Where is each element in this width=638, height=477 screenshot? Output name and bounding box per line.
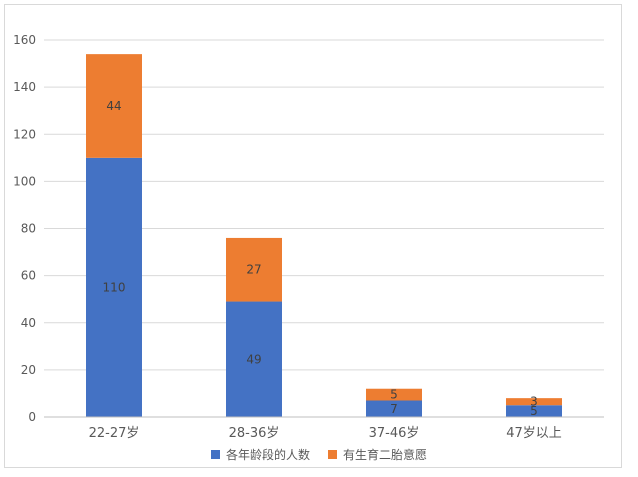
legend-swatch-series-2 — [328, 450, 337, 459]
y-tick-label-60: 60 — [21, 269, 36, 283]
bar-series-1-4 — [506, 405, 562, 417]
legend-item-series-2: 有生育二胎意愿 — [328, 446, 427, 463]
legend: 各年龄段的人数 有生育二胎意愿 — [0, 446, 638, 463]
legend-item-series-1: 各年龄段的人数 — [210, 446, 310, 463]
x-tick-label-1: 22-27岁 — [89, 426, 140, 441]
y-tick-label-40: 40 — [21, 316, 36, 330]
bar-series-1-1 — [86, 157, 142, 417]
data-label-series-1-2: 49 — [246, 352, 261, 366]
legend-label-series-1: 各年龄段的人数 — [225, 448, 310, 462]
x-tick-label-2: 28-36岁 — [229, 426, 280, 441]
y-tick-label-100: 100 — [13, 174, 36, 188]
bar-series-2-4 — [506, 398, 562, 406]
y-tick-label-20: 20 — [21, 363, 36, 377]
data-label-series-1-3: 7 — [390, 402, 398, 416]
x-tick-label-4: 47岁以上 — [506, 426, 562, 441]
y-tick-label-160: 160 — [13, 33, 36, 47]
bar-series-1-2 — [226, 301, 282, 417]
data-label-series-2-4: 3 — [530, 395, 538, 409]
y-tick-label-140: 140 — [13, 80, 36, 94]
data-label-series-1-4: 5 — [530, 404, 538, 418]
data-label-series-2-3: 5 — [390, 388, 398, 402]
data-label-series-1-1: 110 — [103, 280, 126, 294]
legend-swatch-series-1 — [210, 450, 220, 459]
bar-series-1-3 — [366, 400, 422, 417]
data-label-series-2-2: 27 — [246, 263, 261, 277]
x-tick-label-3: 37-46岁 — [369, 426, 420, 441]
y-tick-label-120: 120 — [13, 127, 36, 141]
bar-series-2-3 — [366, 388, 422, 401]
legend-label-series-2: 有生育二胎意愿 — [343, 448, 428, 462]
y-tick-label-0: 0 — [28, 410, 36, 424]
y-tick-label-80: 80 — [21, 222, 36, 236]
bar-series-2-2 — [226, 237, 282, 302]
bar-series-2-1 — [86, 54, 142, 158]
data-label-series-2-1: 44 — [106, 99, 121, 113]
